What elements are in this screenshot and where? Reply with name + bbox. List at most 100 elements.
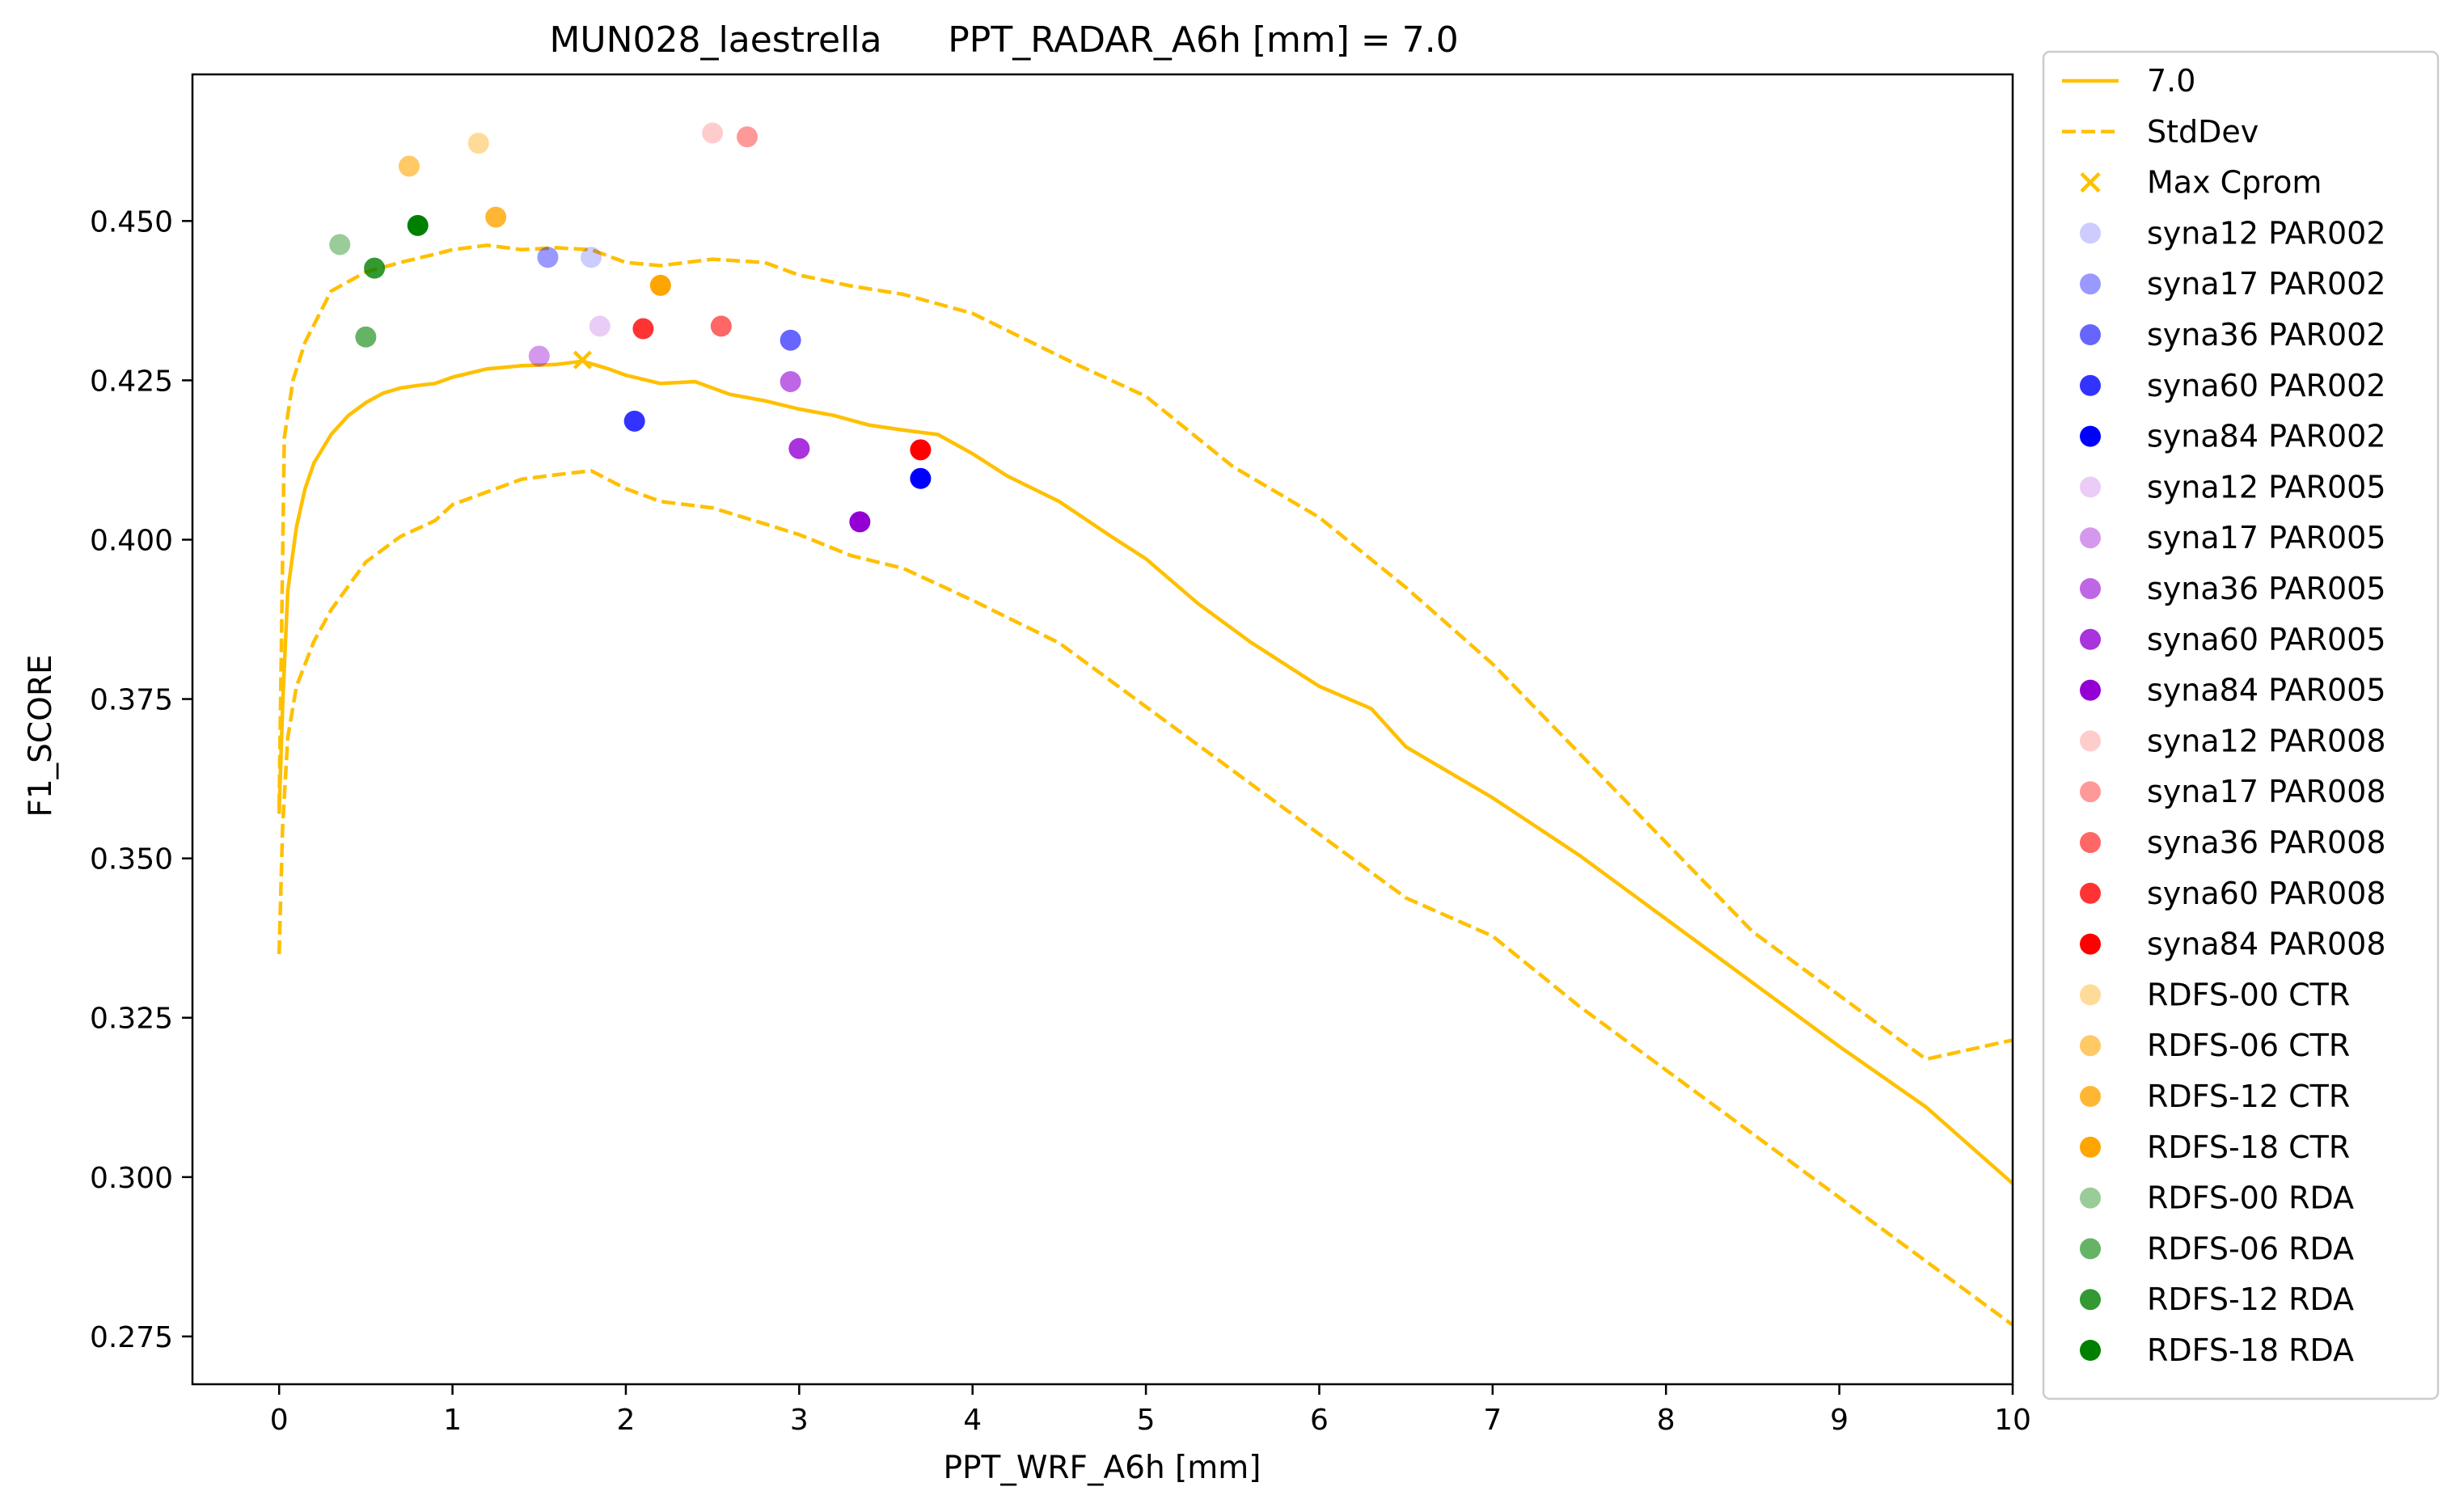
legend-swatch — [2080, 679, 2101, 701]
legend-entry: RDFS-12 CTR — [2080, 1079, 2350, 1114]
y-tick-label: 0.325 — [90, 1003, 173, 1036]
point-syna12-par008 — [702, 122, 724, 144]
plot-frame — [191, 73, 2014, 1386]
legend-swatch — [2080, 1238, 2101, 1260]
legend-label: syna17 PAR005 — [2147, 520, 2386, 555]
point-syna12-par005 — [589, 315, 611, 337]
max-cprom-marker — [573, 350, 592, 370]
point-syna36-par002 — [780, 329, 801, 351]
point-syna60-par002 — [623, 410, 645, 432]
legend-entry: RDFS-00 CTR — [2080, 977, 2350, 1012]
legend-label: syna84 PAR008 — [2147, 927, 2386, 962]
legend-label: RDFS-00 RDA — [2147, 1180, 2354, 1216]
legend-entry: syna36 PAR002 — [2080, 317, 2386, 353]
point-syna84-par008 — [910, 439, 932, 461]
legend-label: syna84 PAR002 — [2147, 419, 2386, 454]
series-group — [277, 122, 2013, 1327]
legend-label: syna60 PAR002 — [2147, 368, 2386, 403]
legend-entry: syna60 PAR008 — [2080, 876, 2386, 911]
legend-entry: syna17 PAR008 — [2080, 774, 2386, 809]
legend-entry: RDFS-00 RDA — [2080, 1180, 2354, 1216]
x-tick-label: 0 — [270, 1404, 289, 1437]
legend-entry: 7.0 — [2062, 63, 2195, 99]
legend-label: RDFS-12 CTR — [2147, 1079, 2350, 1114]
x-tick-label: 3 — [790, 1404, 809, 1437]
legend-entry: RDFS-18 CTR — [2080, 1130, 2350, 1165]
chart-title-left: MUN028_laestrella — [549, 19, 881, 61]
legend-entry: RDFS-06 RDA — [2080, 1231, 2354, 1266]
plot-area — [191, 73, 2014, 1386]
legend-swatch — [2080, 1035, 2101, 1057]
legend-label: syna12 PAR005 — [2147, 469, 2386, 505]
x-axis-label: PPT_WRF_A6h [mm] — [944, 1450, 1261, 1486]
legend-entry: syna84 PAR005 — [2080, 673, 2386, 708]
legend-swatch — [2080, 324, 2101, 345]
point-syna84-par005 — [849, 511, 871, 533]
point-syna60-par008 — [632, 318, 654, 340]
legend-swatch — [2080, 781, 2101, 803]
legend-entry: syna60 PAR005 — [2080, 622, 2386, 657]
legend-swatch — [2080, 425, 2101, 447]
legend-entry: Max Cprom — [2080, 165, 2322, 201]
legend-label: RDFS-12 RDA — [2147, 1282, 2354, 1317]
legend-label: StdDev — [2147, 114, 2259, 150]
point-syna12-par002 — [581, 247, 602, 268]
legend-entry: syna12 PAR005 — [2080, 469, 2386, 505]
point-rdfs-00-rda — [329, 234, 351, 256]
legend-entry: syna12 PAR002 — [2080, 215, 2386, 251]
x-tick-label: 10 — [1994, 1404, 2031, 1437]
legend-label: syna12 PAR002 — [2147, 215, 2386, 251]
legend-label: syna36 PAR002 — [2147, 317, 2386, 353]
legend-entry: syna17 PAR002 — [2080, 266, 2386, 302]
x-tick-label: 7 — [1483, 1404, 1502, 1437]
legend-label: syna36 PAR008 — [2147, 825, 2386, 860]
y-tick-label: 0.425 — [90, 365, 173, 398]
legend-entry: syna84 PAR008 — [2080, 927, 2386, 962]
legend-swatch — [2080, 273, 2101, 295]
legend-label: syna36 PAR005 — [2147, 571, 2386, 606]
point-rdfs-18-ctr — [649, 274, 671, 296]
legend-label: syna17 PAR008 — [2147, 774, 2386, 809]
legend-label: RDFS-00 CTR — [2147, 977, 2350, 1012]
x-tick-label: 4 — [963, 1404, 982, 1437]
legend: 7.0 StdDev Max Cprom syna12 PAR002 syna17 PA… — [2042, 50, 2440, 1400]
legend-label: Max Cprom — [2147, 165, 2322, 201]
legend-swatch — [2080, 1136, 2101, 1158]
point-rdfs-00-ctr — [467, 133, 489, 154]
stddev-lower-line — [277, 469, 2013, 1327]
legend-entry: RDFS-18 RDA — [2080, 1333, 2354, 1368]
legend-swatch — [2080, 527, 2101, 549]
x-tick-label: 9 — [1830, 1404, 1849, 1437]
legend-frame — [2042, 50, 2440, 1400]
chart-title-right: PPT_RADAR_A6h [mm] = 7.0 — [948, 19, 1458, 61]
legend-swatch — [2080, 222, 2101, 244]
point-syna60-par005 — [788, 437, 810, 459]
y-tick-label: 0.300 — [90, 1162, 173, 1195]
legend-swatch — [2080, 172, 2101, 193]
point-rdfs-12-rda — [364, 257, 386, 279]
point-syna17-par005 — [528, 345, 550, 367]
legend-swatch — [2080, 1289, 2101, 1311]
legend-label: syna60 PAR008 — [2147, 876, 2386, 911]
legend-label: syna12 PAR008 — [2147, 723, 2386, 758]
legend-label: RDFS-18 RDA — [2147, 1333, 2354, 1368]
legend-label: RDFS-06 CTR — [2147, 1028, 2350, 1063]
point-syna84-par002 — [910, 467, 932, 489]
legend-entry: syna12 PAR008 — [2080, 723, 2386, 758]
legend-entry: syna84 PAR002 — [2080, 419, 2386, 454]
stddev-upper-line — [277, 243, 2013, 1062]
x-tick-label: 8 — [1657, 1404, 1675, 1437]
x-tick-label: 5 — [1137, 1404, 1156, 1437]
legend-entry: RDFS-12 RDA — [2080, 1282, 2354, 1317]
legend-entry: syna36 PAR005 — [2080, 571, 2386, 606]
legend-swatch — [2080, 578, 2101, 599]
legend-entry: RDFS-06 CTR — [2080, 1028, 2350, 1063]
legend-label: RDFS-18 CTR — [2147, 1130, 2350, 1165]
y-tick-label: 0.350 — [90, 843, 173, 876]
point-syna36-par005 — [780, 370, 801, 392]
legend-swatch — [2080, 1187, 2101, 1209]
legend-swatch — [2080, 882, 2101, 904]
legend-swatch — [2080, 374, 2101, 396]
legend-swatch — [2080, 832, 2101, 853]
